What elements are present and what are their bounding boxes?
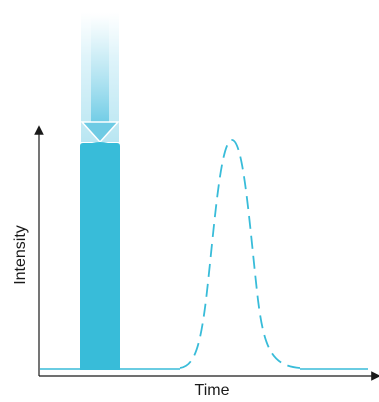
x-axis-label: Time [195, 382, 230, 399]
y-axis-label: Intensity [12, 225, 29, 285]
emission-curve [179, 139, 301, 369]
excitation-pulse [80, 142, 120, 370]
down-arrow-icon [80, 14, 120, 144]
